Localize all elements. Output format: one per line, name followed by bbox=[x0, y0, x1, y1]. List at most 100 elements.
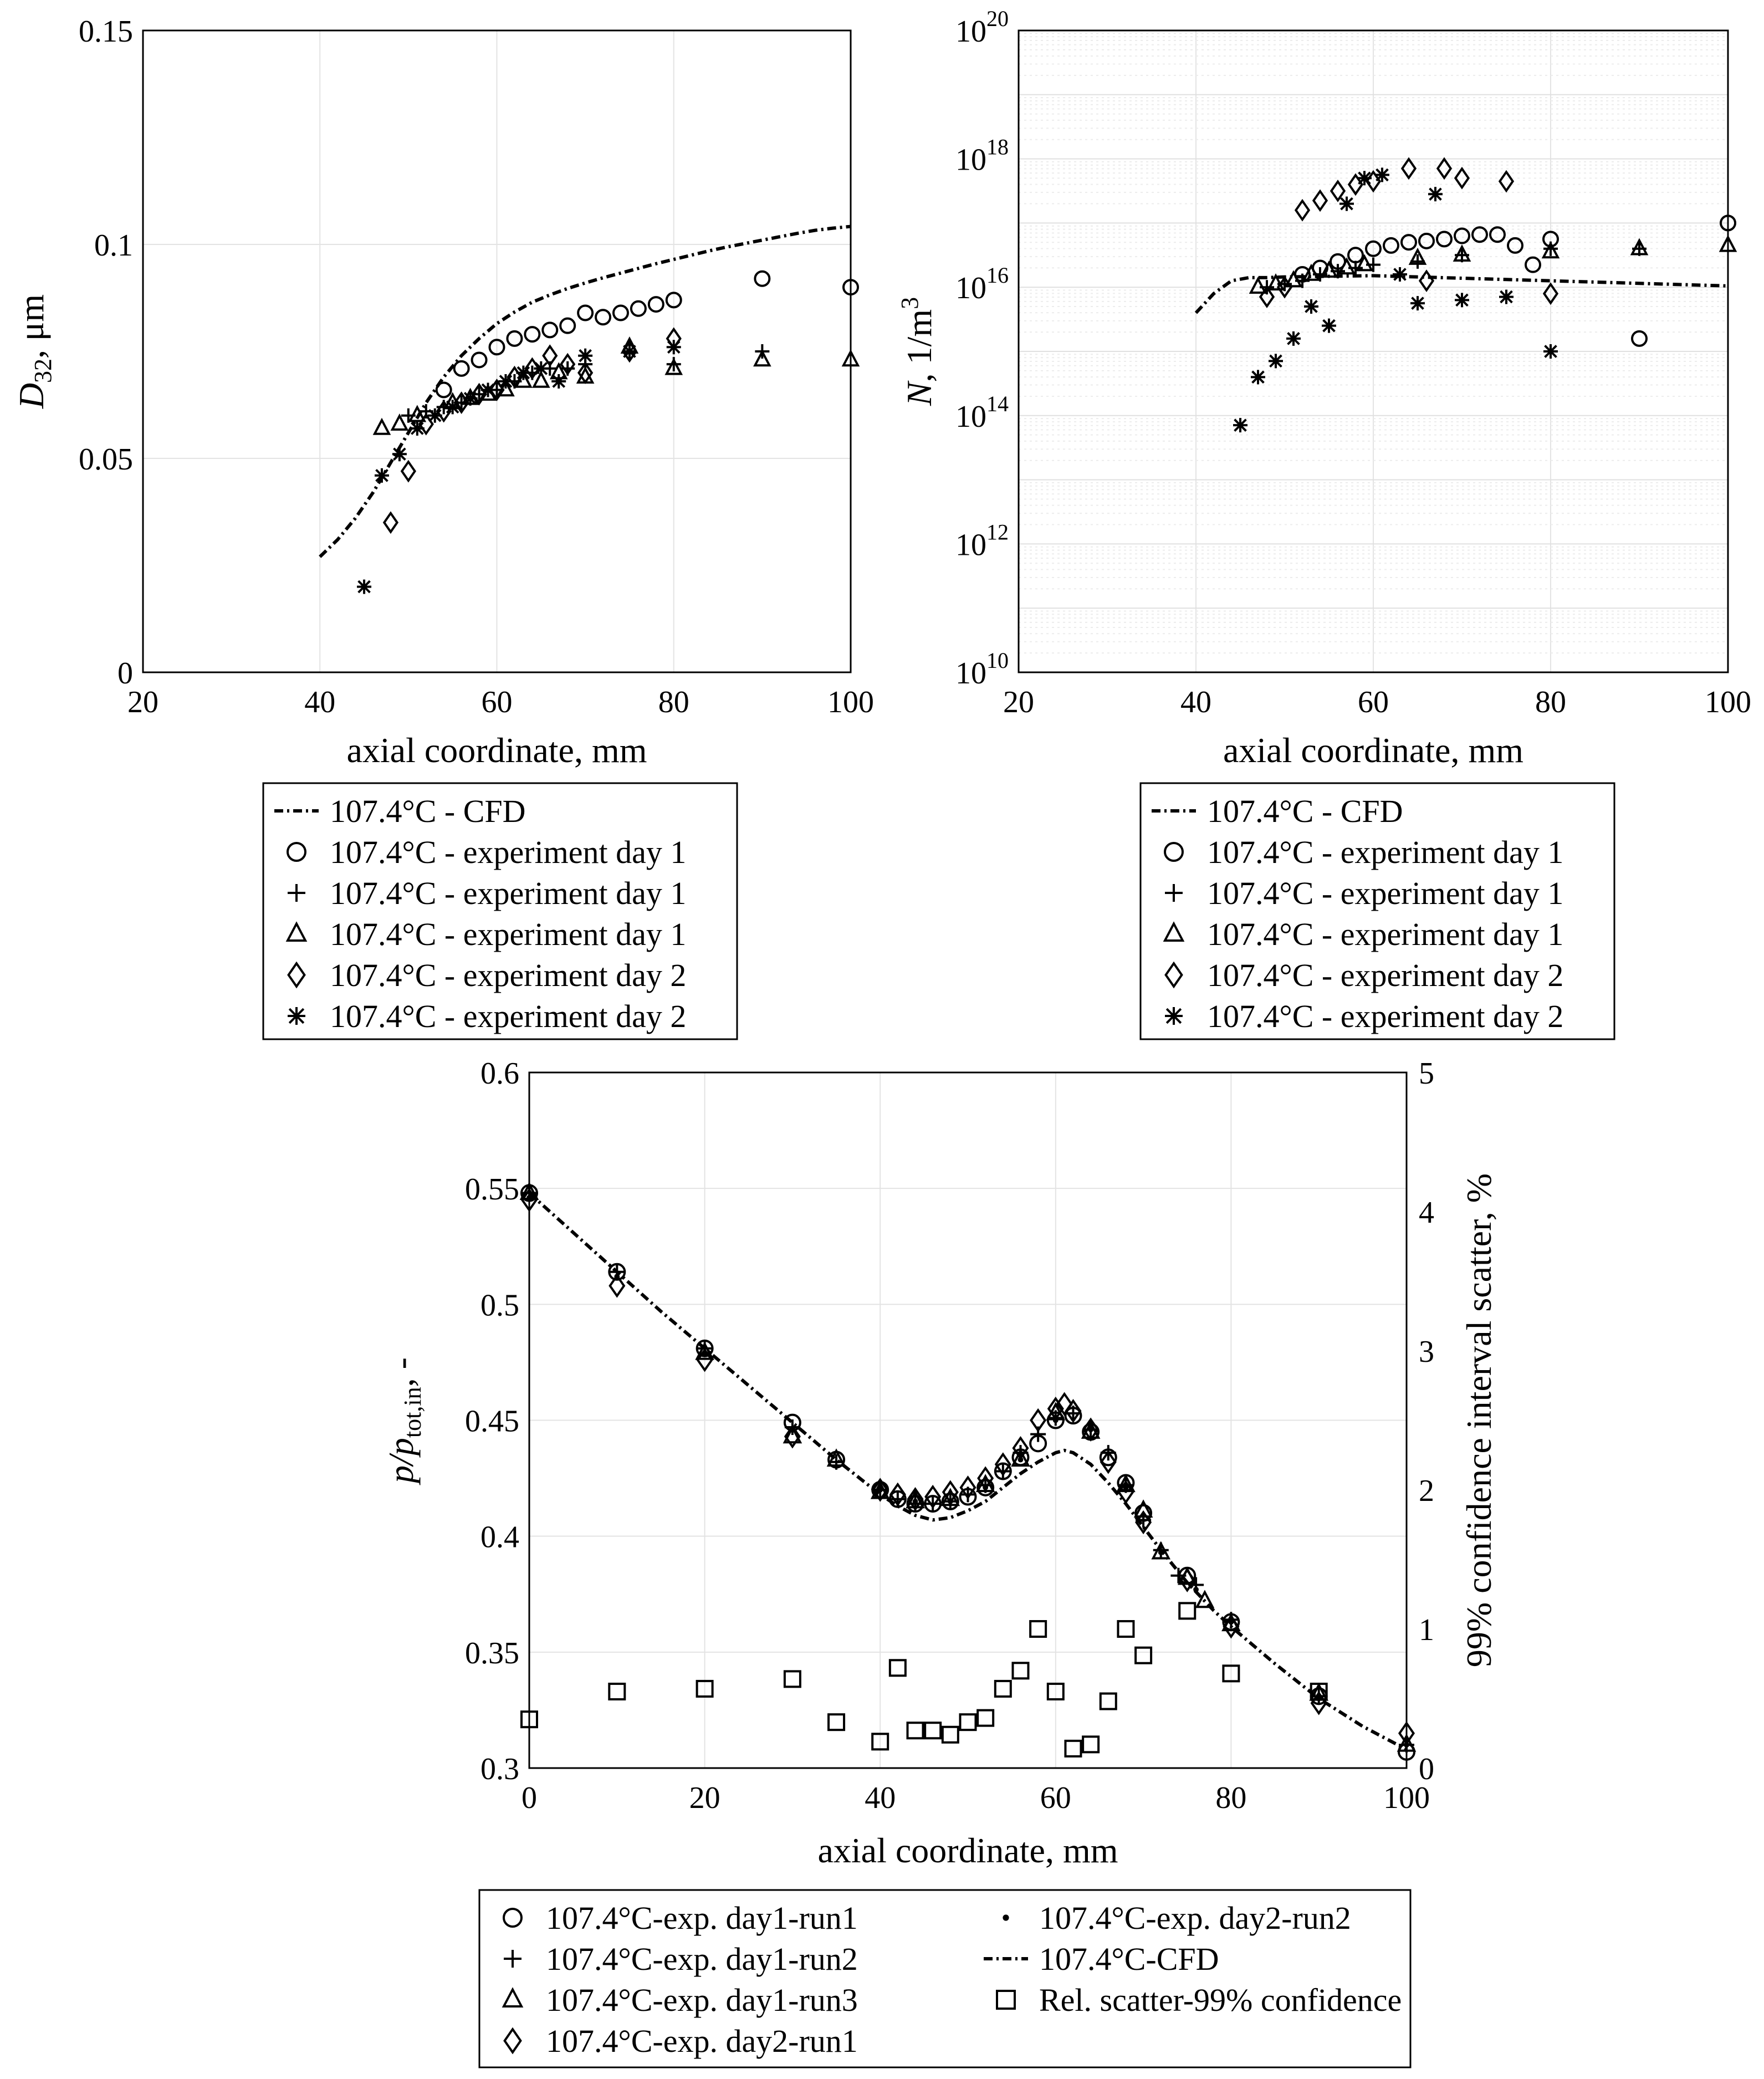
y-tick-label: 1010 bbox=[955, 648, 1009, 691]
data-point bbox=[1631, 330, 1648, 347]
y-axis-label: N, 1/m3 bbox=[896, 297, 939, 406]
y-tick-exponent: 18 bbox=[986, 135, 1009, 160]
data-point bbox=[1269, 354, 1283, 369]
chart-pressure: 0 20 40 60 80 100 0.3 0.35 0.4 0.45 0.5 0.55 0.6 0 1 2 3… bbox=[381, 1056, 1499, 2068]
x-tick-label: 40 bbox=[304, 685, 335, 719]
legend-entry-label: 107.4°C - experiment day 1 bbox=[330, 916, 686, 952]
y2-tick-label: 5 bbox=[1419, 1056, 1434, 1091]
data-point bbox=[696, 1348, 713, 1372]
data-point bbox=[941, 1725, 959, 1744]
y-tick-exponent: 12 bbox=[986, 519, 1009, 544]
data-point bbox=[1249, 276, 1267, 294]
data-point bbox=[877, 1487, 883, 1493]
legend-entry-label: 107.4°C-exp. day1-run3 bbox=[546, 1982, 858, 2018]
data-point bbox=[1134, 1646, 1153, 1664]
data-point bbox=[392, 447, 407, 462]
data-point bbox=[595, 309, 612, 326]
data-point bbox=[1233, 418, 1247, 433]
data-point bbox=[1099, 1692, 1117, 1710]
data-point bbox=[498, 374, 513, 389]
data-point bbox=[507, 365, 523, 389]
cfd-line bbox=[1194, 274, 1729, 314]
data-point bbox=[1065, 1399, 1082, 1423]
data-point bbox=[1507, 237, 1523, 254]
data-point bbox=[664, 357, 683, 375]
legend-circle-icon bbox=[503, 1908, 523, 1928]
data-point bbox=[1082, 1735, 1100, 1754]
x-tick-label: 40 bbox=[1180, 685, 1211, 719]
data-point bbox=[1542, 282, 1559, 305]
data-point bbox=[372, 417, 391, 435]
plot-frame bbox=[1018, 29, 1729, 673]
data-point bbox=[1286, 331, 1301, 346]
y-tick-label: 1016 bbox=[955, 263, 1009, 305]
data-point bbox=[1400, 157, 1417, 180]
data-point bbox=[1397, 1733, 1417, 1752]
legend-entry-label: 107.4°C-CFD bbox=[1039, 1941, 1219, 1977]
data-point bbox=[994, 1679, 1012, 1698]
legend-entry-label: 107.4°C - experiment day 1 bbox=[1207, 875, 1563, 911]
series-dot bbox=[526, 1195, 1409, 1748]
data-point bbox=[1228, 1619, 1234, 1625]
data-point bbox=[1408, 247, 1427, 265]
legend-circle-icon bbox=[1164, 842, 1184, 862]
chart-d32: 20 40 60 80 100 0 0.05 0.1 0.15 axial coordinate,… bbox=[12, 14, 874, 1040]
y-tick-label: 1020 bbox=[955, 6, 1009, 49]
legend-entry-label: 107.4°C-exp. day2-run1 bbox=[546, 2023, 858, 2059]
data-point bbox=[783, 1670, 801, 1688]
data-point bbox=[907, 1487, 924, 1511]
y-axis-label-symbol: N bbox=[899, 380, 939, 406]
data-point bbox=[1018, 1457, 1024, 1463]
data-point bbox=[453, 360, 470, 377]
data-point bbox=[1543, 344, 1558, 359]
data-point bbox=[1312, 189, 1328, 212]
y-tick-label: 0.1 bbox=[94, 228, 133, 263]
data-point bbox=[410, 421, 425, 436]
data-point bbox=[577, 361, 594, 385]
data-point bbox=[1052, 1417, 1059, 1423]
data-point bbox=[1499, 289, 1514, 304]
data-point bbox=[959, 1475, 976, 1500]
data-point bbox=[924, 1484, 942, 1509]
series-triangle bbox=[1249, 234, 1737, 294]
data-point bbox=[1088, 1427, 1094, 1433]
y-axis-label-unit: , 1/m bbox=[899, 309, 939, 382]
data-point bbox=[1418, 232, 1435, 249]
data-point bbox=[1259, 285, 1275, 308]
data-point bbox=[577, 304, 594, 321]
data-point bbox=[1383, 237, 1399, 254]
y-tick-base: 10 bbox=[955, 143, 986, 177]
y2-tick-label: 0 bbox=[1419, 1752, 1434, 1786]
data-point bbox=[925, 1496, 941, 1512]
legend-entry-label: 107.4°C - experiment day 1 bbox=[1207, 916, 1563, 952]
y-tick-label: 0 bbox=[117, 656, 133, 691]
legend-box bbox=[262, 782, 738, 1040]
data-point bbox=[1266, 273, 1285, 291]
data-point bbox=[976, 1709, 995, 1727]
y-tick-label: 0.15 bbox=[79, 14, 133, 49]
y-tick-label: 0.4 bbox=[480, 1520, 519, 1555]
y-tick-exponent: 10 bbox=[986, 648, 1009, 673]
legend-box bbox=[478, 1889, 1412, 2068]
y2-tick-label: 3 bbox=[1419, 1335, 1434, 1369]
data-point bbox=[1320, 260, 1338, 278]
data-point bbox=[1525, 256, 1541, 273]
data-point bbox=[1123, 1484, 1129, 1490]
data-point bbox=[471, 382, 487, 406]
data-point bbox=[1195, 1590, 1215, 1608]
y-tick-base: 10 bbox=[955, 528, 986, 562]
y-tick-label: 1014 bbox=[955, 391, 1009, 434]
grid bbox=[1018, 30, 1729, 673]
data-point bbox=[541, 321, 559, 339]
data-point bbox=[696, 1679, 714, 1698]
legend-square-icon bbox=[996, 1990, 1016, 2010]
data-point bbox=[912, 1499, 918, 1504]
data-point bbox=[666, 340, 681, 355]
legend-diamond-icon bbox=[503, 2027, 522, 2055]
legend-plus-icon bbox=[504, 1950, 521, 1968]
data-point bbox=[1436, 157, 1453, 180]
x-tick-label: 40 bbox=[865, 1781, 896, 1815]
y-tick-base: 10 bbox=[955, 656, 986, 691]
data-point bbox=[1453, 244, 1471, 262]
data-point bbox=[754, 270, 771, 287]
